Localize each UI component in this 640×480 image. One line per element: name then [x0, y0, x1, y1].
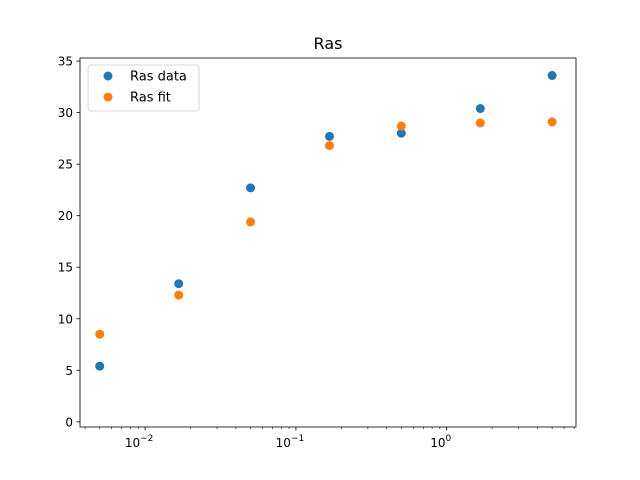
y-tick-label: 20 [58, 209, 73, 223]
y-tick-label: 0 [65, 415, 73, 429]
y-tick-label: 30 [58, 106, 73, 120]
data-point [475, 104, 485, 114]
x-tick-base: 10 [430, 436, 445, 450]
x-tick-base: 10 [125, 436, 140, 450]
x-tick-exponent: −2 [140, 434, 153, 444]
y-tick-label: 25 [58, 158, 73, 172]
data-point [325, 141, 335, 151]
data-point [246, 217, 256, 227]
y-tick-label: 15 [58, 261, 73, 275]
x-tick-exponent: 0 [445, 434, 451, 444]
chart-title: Ras [314, 34, 343, 53]
x-tick-base: 10 [276, 436, 291, 450]
y-tick-label: 10 [58, 312, 73, 326]
y-tick-label: 35 [58, 55, 73, 69]
data-point [95, 361, 105, 371]
axes-frame [79, 57, 577, 428]
legend-label: Ras fit [130, 91, 171, 106]
x-tick-label: 100 [430, 434, 451, 450]
data-point [547, 71, 557, 81]
legend-label: Ras data [130, 70, 187, 85]
x-tick-exponent: −1 [291, 434, 304, 444]
data-point [246, 183, 256, 193]
legend-marker [103, 92, 113, 102]
data-point [475, 118, 485, 128]
data-point [396, 128, 406, 138]
data-point [174, 290, 184, 300]
x-tick-label: 10−2 [125, 434, 154, 450]
data-point [325, 131, 335, 141]
legend-marker [103, 71, 113, 81]
x-tick-label: 10−1 [276, 434, 305, 450]
data-point [547, 117, 557, 127]
data-point [95, 329, 105, 339]
legend: Ras data Ras fit [87, 64, 200, 112]
y-tick-label: 5 [65, 364, 73, 378]
legend-box [87, 64, 200, 112]
data-point [396, 121, 406, 131]
data-point [174, 279, 184, 289]
